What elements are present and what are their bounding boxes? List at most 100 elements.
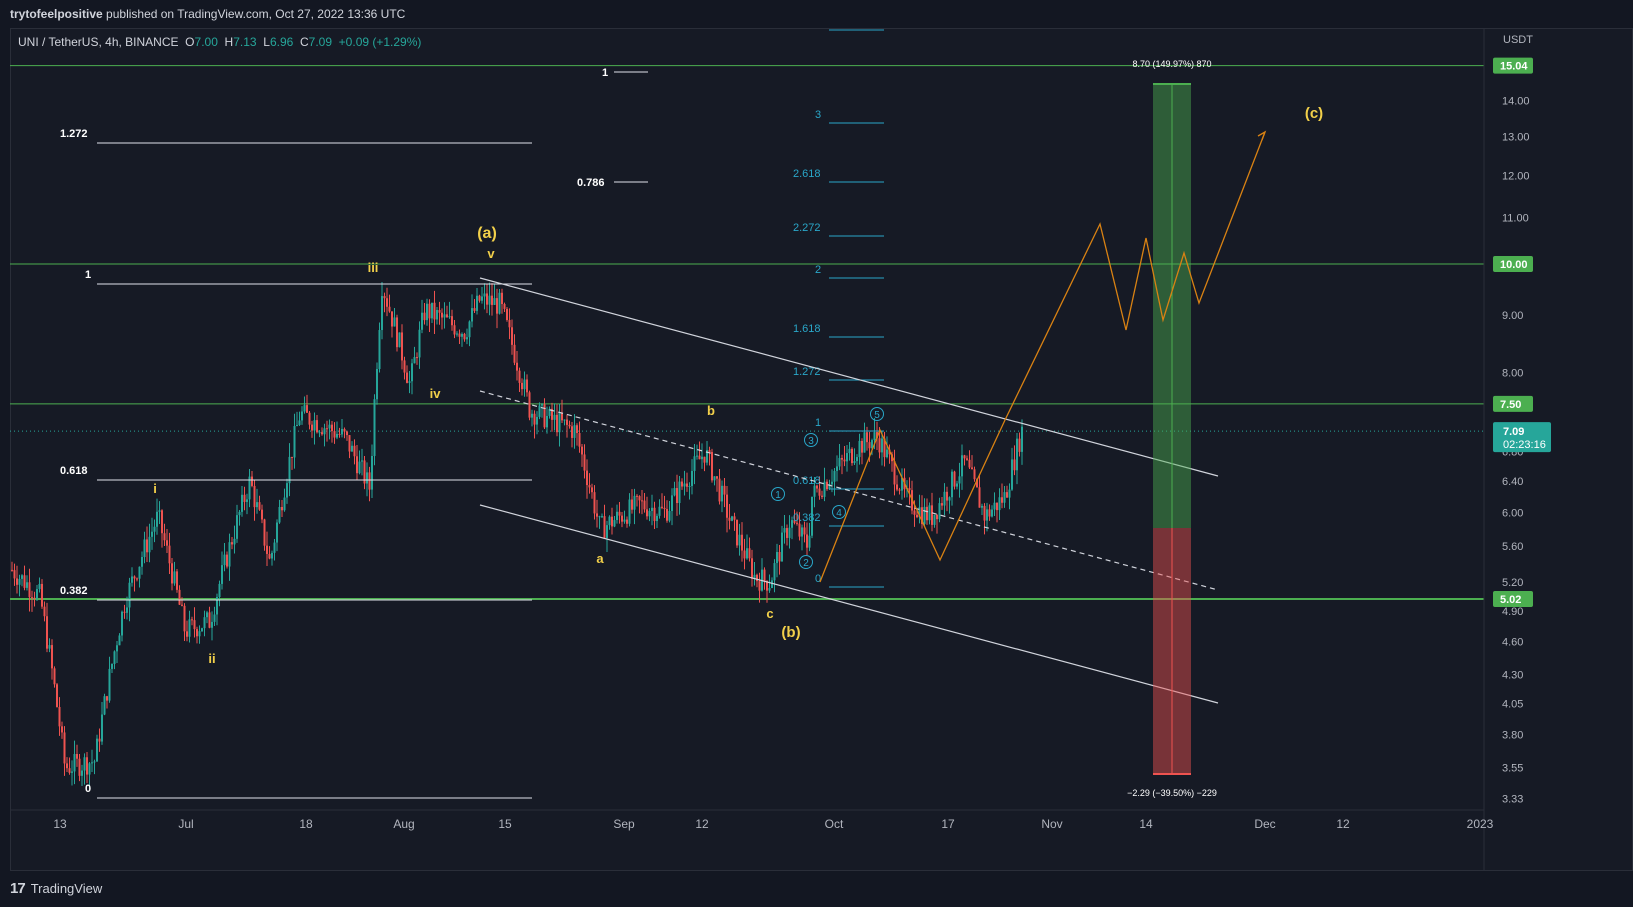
candle-body [311,424,313,431]
fib-label: 0.786 [577,177,605,189]
candle-body [431,302,433,319]
candle-body [461,333,463,337]
candle-body [453,325,456,335]
candle-body [273,542,276,553]
candle-body [828,484,831,490]
candle-body [738,534,741,546]
price-tick: 12.00 [1502,170,1530,182]
candle-body [928,505,931,521]
candle-body [826,481,828,490]
candle-body [853,461,856,464]
candle-body [43,606,46,617]
candle-body [538,405,541,417]
wave-circle-label: 5 [874,410,880,421]
candle-body [778,552,781,562]
candle-body [731,516,733,521]
wave-circle [870,407,884,421]
candle-body [206,612,208,618]
candle-body [161,510,163,534]
candle-body [953,471,956,487]
key-levels [10,65,1484,600]
wave-projection[interactable] [819,130,1267,583]
price-chart[interactable]: 1.272 1 0.618 0.382 0 1 0.786 3 2.618 2.272 2 1.618… [10,28,1633,871]
candle-body [546,415,548,428]
candle-body [733,516,736,520]
high-value: 7.13 [233,35,257,49]
candle-body [723,485,726,495]
candle-body [536,416,538,425]
candle-body [271,552,273,559]
candle-body [893,461,896,485]
candle-body [178,589,181,605]
candle-body [171,563,173,584]
price-axis[interactable]: USDT 14.00 13.00 12.00 11.00 10.00 9.00 8.00 7.5… [1483,28,1551,871]
candle-body [21,575,23,579]
candle-body [606,525,608,538]
fib-label: 2.272 [793,222,821,234]
wave-circle-label: 4 [836,508,842,519]
chart-panel[interactable] [10,28,1633,871]
price-tick: 3.33 [1502,794,1523,806]
candle-body [386,298,388,307]
wave-circle-label: 2 [803,558,809,569]
author-name[interactable]: trytofeelpositive [10,7,103,21]
fib-label: 1 [815,417,821,429]
candle-body [203,617,206,629]
candle-body [308,412,311,425]
candle-body [508,320,511,328]
candle-body [703,456,706,463]
candle-body [933,514,936,525]
candle-body [151,531,153,537]
candle-body [408,381,411,383]
candle-body [568,424,571,427]
candle-body [63,732,66,764]
candle-body [28,582,31,598]
candle-body [456,333,458,335]
channel-upper [479,277,1219,477]
candle-body [671,495,673,511]
price-badge [1493,395,1533,412]
candle-body [641,500,643,502]
candle-body [128,582,131,608]
time-axis[interactable]: 13 Jul 18 Aug 15 Sep 12 Oct 17 Nov 14 Dec 12 2023 [10,809,1494,831]
candle-body [908,487,911,491]
candle-body [113,651,116,664]
candle-body [993,502,996,510]
candle-body [963,455,966,459]
wave-label: iv [430,386,442,401]
candle-body [76,754,78,759]
wave-circle [832,505,846,519]
time-tick: Dec [1254,817,1275,831]
candle-body [531,413,533,418]
candle-body [383,296,386,299]
candle-body [771,580,773,588]
candle-body [831,481,833,485]
symbol-name[interactable]: UNI / TetherUS, 4h, BINANCE [18,35,179,49]
candle-body [553,414,556,420]
candle-body [766,581,768,591]
candle-body [601,516,603,518]
candle-body [726,494,728,518]
candle-body [603,516,606,538]
candle-body [803,527,806,535]
price-badge-label: 15.04 [1500,61,1528,73]
candle-body [633,495,636,510]
wave-circle [799,555,813,569]
candle-body [466,337,468,340]
time-tick: Jul [178,817,193,831]
candle-body [648,510,651,517]
price-tick: 4.30 [1502,669,1523,681]
projection-path [819,131,1266,583]
candle-body [673,488,676,496]
fib-label: 1.272 [793,366,821,378]
channel-lines[interactable] [479,277,1219,704]
long-position-tool[interactable]: 8.70 (149.97%) 870 −2.29 (−39.50%) −229 [1127,59,1217,798]
candle-body [788,527,791,538]
candle-body [438,310,441,313]
time-tick: 13 [53,817,67,831]
candle-body [776,552,778,564]
brand-name[interactable]: TradingView [30,881,103,896]
wave-circle [804,433,818,447]
candle-body [193,620,196,630]
candle-body [406,372,408,383]
